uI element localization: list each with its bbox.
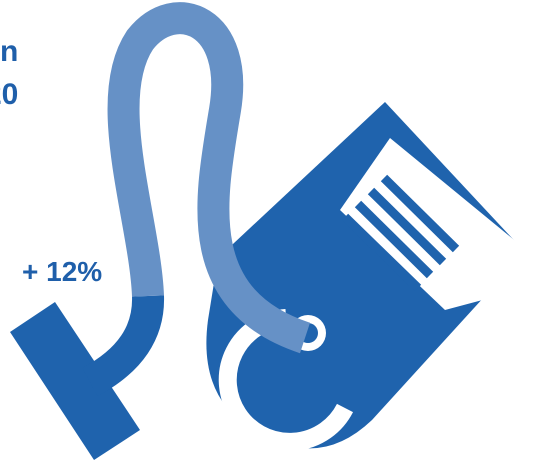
headline-line-1: n [0, 35, 19, 68]
headline-line-2: 20 [0, 78, 19, 111]
vacuum-nozzle [10, 302, 140, 460]
tag-note-lines [341, 174, 460, 292]
vacuum-wand [82, 295, 165, 397]
vacuum-cleaner-icon [10, 2, 311, 460]
price-tag-icon [206, 102, 530, 451]
tag-ring [218, 309, 354, 451]
growth-percentage: + 12% [22, 256, 103, 287]
vacuum-hose [107, 2, 311, 354]
